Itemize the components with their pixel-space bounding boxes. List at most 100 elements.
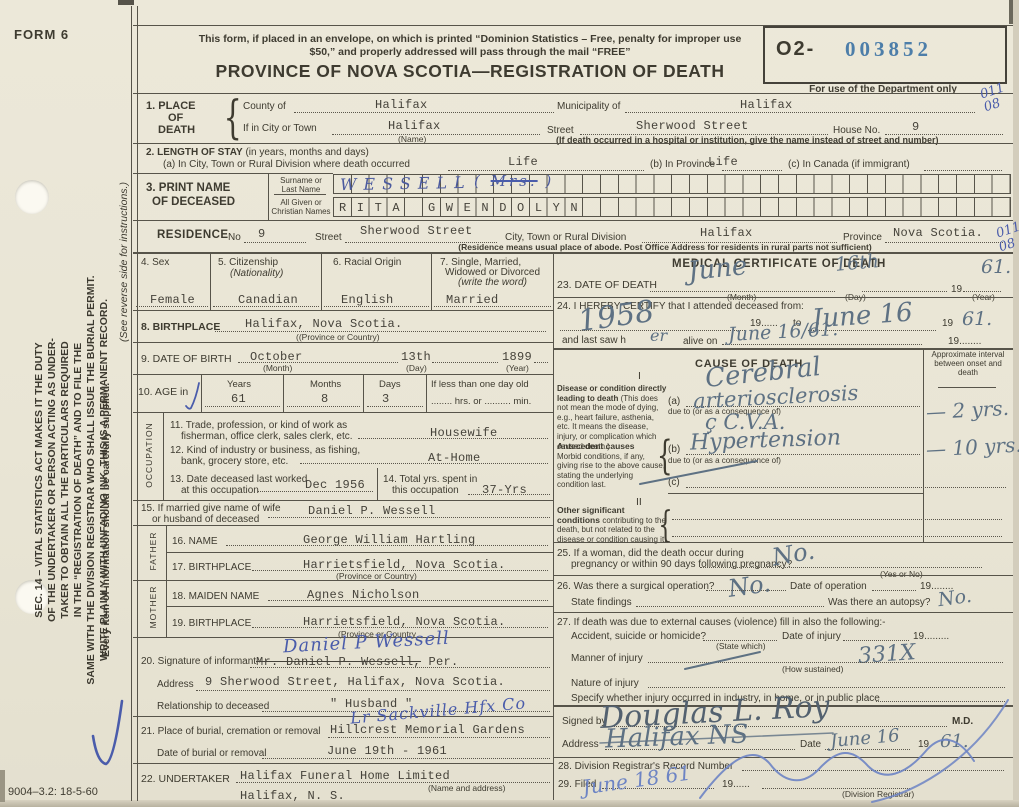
month-note: (Month) [263,363,293,373]
dotted-leader [432,362,498,363]
sex-value: Female [150,293,196,307]
signed-by-label: Signed by [562,716,607,727]
marital-label2: Widowed or Divorced [445,267,541,278]
residence-city-value: Halifax [700,226,753,240]
signed-date-label: Date [800,739,822,750]
punch-hole [15,180,49,214]
street-label: Street [547,125,574,136]
specify-injury-label: Specify whether injury occurred in indus… [571,693,880,704]
filed-label: 29. Filed [558,779,597,790]
from-pre: 19...... [750,318,778,329]
months-label: Months [310,379,342,390]
dotted-leader [706,590,786,591]
father-birthplace-label: 17. BIRTHPLACE [172,562,252,573]
days-label: Days [379,379,401,390]
dotted-leader [252,570,548,571]
dotted-leader [345,242,497,243]
occ13-value: Dec 1956 [305,478,366,492]
to-pre: 19 [942,318,954,329]
dotted-leader [672,536,1002,537]
given-names-label: All Given or Christian Names [271,198,331,216]
dotted-leader [448,170,644,171]
surname-note-struck: Mrs. [490,172,538,190]
province-country-note: (Province or Country) [336,571,417,581]
county-value: Halifax [375,98,428,112]
mother-maiden-name-value: Agnes Nicholson [307,588,420,602]
dotted-leader [885,134,1003,135]
dotted-leader [876,701,1005,702]
father-name-label: 16. NAME [172,536,218,547]
registration-number-stamp: 003852 [845,37,932,61]
margin-line: SAME WITH THE DIVISION REGISTRAR WHO SHA… [85,275,97,685]
birth-month-value: October [250,350,303,364]
given-letter-boxes [333,197,1011,217]
rule [668,493,923,494]
paren-close: ) [545,172,555,190]
margin-reverse-note: (See reverse side for instructions.) [118,182,130,342]
mother-birthplace-value: Harrietsfield, Nova Scotia. [303,615,506,629]
surgical-operation-label: 26. Was there a surgical operation? [557,581,715,592]
pregnancy-label: 25. If a woman, did the death occur duri… [557,548,744,559]
informant-struck: Mr. Daniel P. Wessell, [256,655,422,669]
rule [553,252,554,800]
rule [553,542,1013,543]
cause-a-label: (a) [668,396,681,407]
rule [274,194,326,195]
margin-supply-note: Every item of information should be care… [100,382,112,658]
manner-slash [684,651,761,670]
occ14-label2: this occupation [392,485,459,496]
s1-label: 1. PLACE [146,100,196,112]
age-days-value: 3 [382,392,390,406]
brace: { [223,90,242,144]
antecedent-label-note: Morbid conditions, if any, giving rise t… [557,451,666,490]
rule [201,374,202,412]
signed-date-pre: 19 [918,739,930,750]
margin-line: SEC. 14 – VITAL STATISTICS ACT MAKES IT … [33,342,45,618]
dotted-leader [648,687,1005,688]
day-note: (Day) [406,363,427,373]
dotted-leader [332,134,540,135]
margin-line: TAKER TO OBTAIN ALL THE PARTICULARS REQU… [59,341,71,619]
manner-of-injury-label: Manner of injury [571,653,643,664]
rule [321,252,322,310]
interval-header: Approximate interval between onset and d… [931,350,1005,377]
undertaker-value: Halifax Funeral Home Limited [240,769,451,783]
residence-no-label: No [228,232,241,243]
undertaker-value2: Halifax, N. S. [240,789,346,803]
other-conditions-label: Other significant conditions contributin… [557,505,669,544]
rule [133,525,553,526]
dotted-leader [215,331,546,332]
margin-checkmark [91,699,124,766]
occ11-value: Housewife [430,426,498,440]
nature-of-injury-label: Nature of injury [571,678,639,689]
dotted-leader [686,487,1006,488]
dotted-leader [358,438,548,439]
stay-canada-label: (c) In Canada (if immigrant) [788,159,910,170]
rule [133,93,1013,94]
dotted-leader [213,306,319,307]
dotted-leader [700,567,982,568]
rule [133,25,1013,26]
rule [133,173,333,174]
age-label: 10. AGE in [138,386,189,398]
dotted-leader [434,306,551,307]
dotted-leader [300,463,548,464]
antecedent-label: Antecedent causes Morbid conditions, if a… [557,441,667,490]
s3-label: 3. PRINT NAME [146,182,231,194]
to-label: to [793,318,802,329]
informant-typed: Mr. Daniel P. Wessell, Per. [256,655,459,669]
rule [553,575,1013,576]
pregnancy-label2: pregnancy or within 90 days following pr… [571,559,793,570]
rule [133,310,553,311]
stay-province-value: Life [708,155,739,169]
dotted-leader [262,711,550,712]
rule [137,6,138,801]
external-causes-label: 27. If death was due to external causes … [557,617,886,628]
dotted-leader [534,362,548,363]
dotted-leader [238,362,398,363]
operation-date-pre: 19........ [920,581,954,592]
province-country-note: ((Province or Country) [296,332,380,342]
cause-b-handwritten: Hypertension [689,425,842,456]
dotted-leader [650,291,835,292]
citizenship-value: Canadian [238,293,299,307]
